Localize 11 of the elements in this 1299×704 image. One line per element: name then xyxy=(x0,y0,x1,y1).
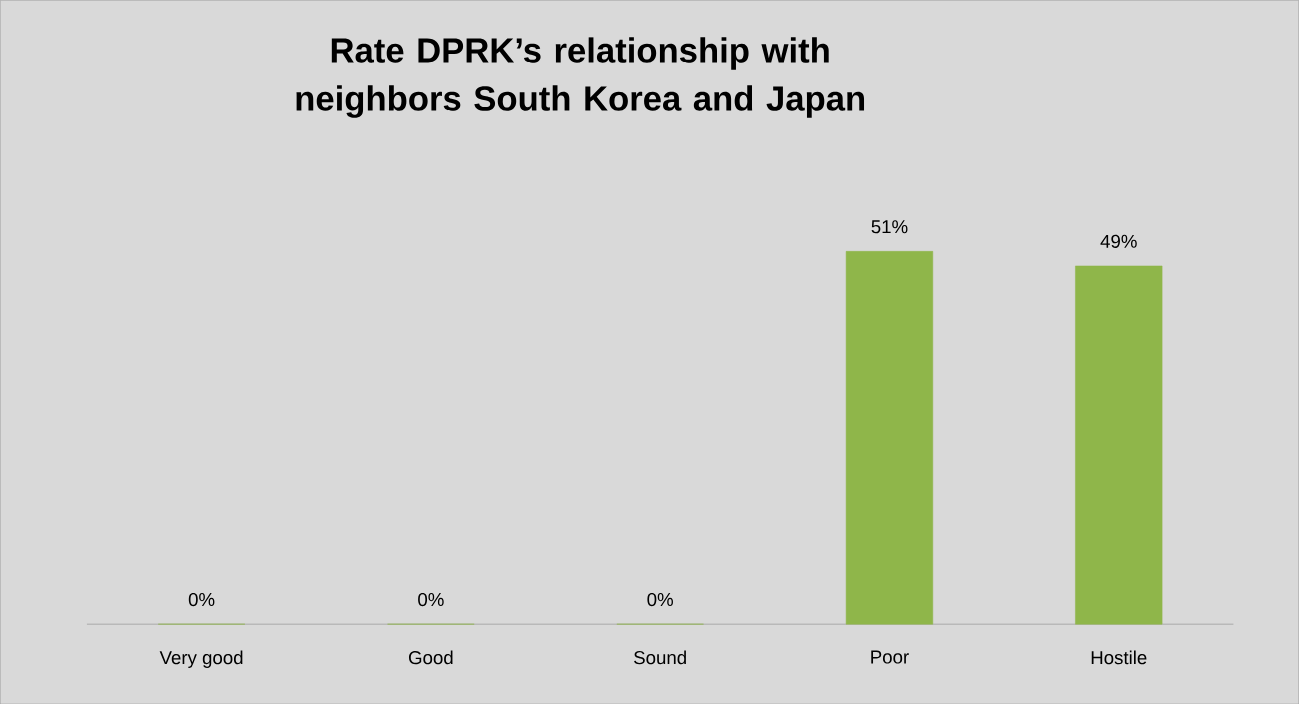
data-label: 49% xyxy=(1100,234,1137,248)
data-label: 0% xyxy=(418,592,444,606)
x-tick-label: Hostile xyxy=(1091,650,1147,665)
data-label: 51% xyxy=(871,219,908,234)
x-tick-label: Very good xyxy=(159,650,243,668)
chart-title: Rate DPRK’s relationship with neighbors South Korea and Japan xyxy=(296,37,865,118)
x-tick-label: Good xyxy=(408,650,453,665)
data-label: 0% xyxy=(188,592,215,606)
x-tick-label: Poor xyxy=(871,650,909,664)
x-tick-label: Sound xyxy=(634,650,686,665)
data-label: 0% xyxy=(647,592,673,606)
